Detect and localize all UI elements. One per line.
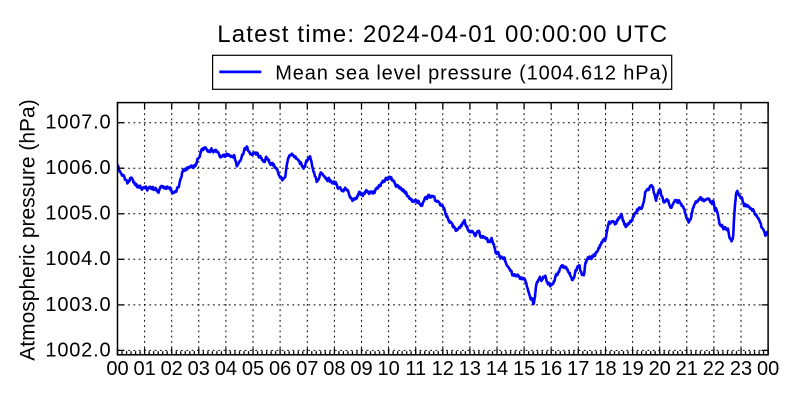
svg-text:16: 16 — [540, 358, 562, 380]
svg-text:Mean sea level pressure (1004.: Mean sea level pressure (1004.612 hPa) — [275, 63, 669, 85]
svg-text:Atmospheric pressure (hPa): Atmospheric pressure (hPa) — [17, 99, 40, 360]
svg-text:1004.0: 1004.0 — [45, 248, 111, 270]
svg-text:18: 18 — [594, 358, 616, 380]
svg-text:21: 21 — [676, 358, 698, 380]
svg-text:12: 12 — [432, 358, 454, 380]
svg-text:08: 08 — [323, 358, 345, 380]
svg-text:07: 07 — [296, 358, 318, 380]
svg-text:Latest time: 2024-04-01 00:00:: Latest time: 2024-04-01 00:00:00 UTC — [217, 21, 668, 48]
svg-text:00: 00 — [757, 358, 779, 380]
svg-text:13: 13 — [459, 358, 481, 380]
svg-text:1003.0: 1003.0 — [45, 294, 111, 316]
svg-text:14: 14 — [486, 358, 508, 380]
svg-text:15: 15 — [513, 358, 535, 380]
svg-text:01: 01 — [133, 358, 155, 380]
svg-text:11: 11 — [405, 358, 426, 380]
svg-text:23: 23 — [730, 358, 752, 380]
svg-text:06: 06 — [269, 358, 291, 380]
svg-text:04: 04 — [215, 358, 237, 380]
svg-text:10: 10 — [377, 358, 399, 380]
svg-text:22: 22 — [703, 358, 725, 380]
svg-text:09: 09 — [350, 358, 372, 380]
svg-text:03: 03 — [188, 358, 210, 380]
svg-text:20: 20 — [649, 358, 671, 380]
svg-text:02: 02 — [161, 358, 183, 380]
svg-text:17: 17 — [567, 358, 589, 380]
svg-text:19: 19 — [621, 358, 643, 380]
svg-text:1002.0: 1002.0 — [45, 339, 111, 361]
svg-text:1006.0: 1006.0 — [45, 157, 111, 179]
svg-text:00: 00 — [106, 358, 128, 380]
svg-text:1005.0: 1005.0 — [45, 203, 111, 225]
svg-text:05: 05 — [242, 358, 264, 380]
svg-text:1007.0: 1007.0 — [45, 112, 111, 134]
